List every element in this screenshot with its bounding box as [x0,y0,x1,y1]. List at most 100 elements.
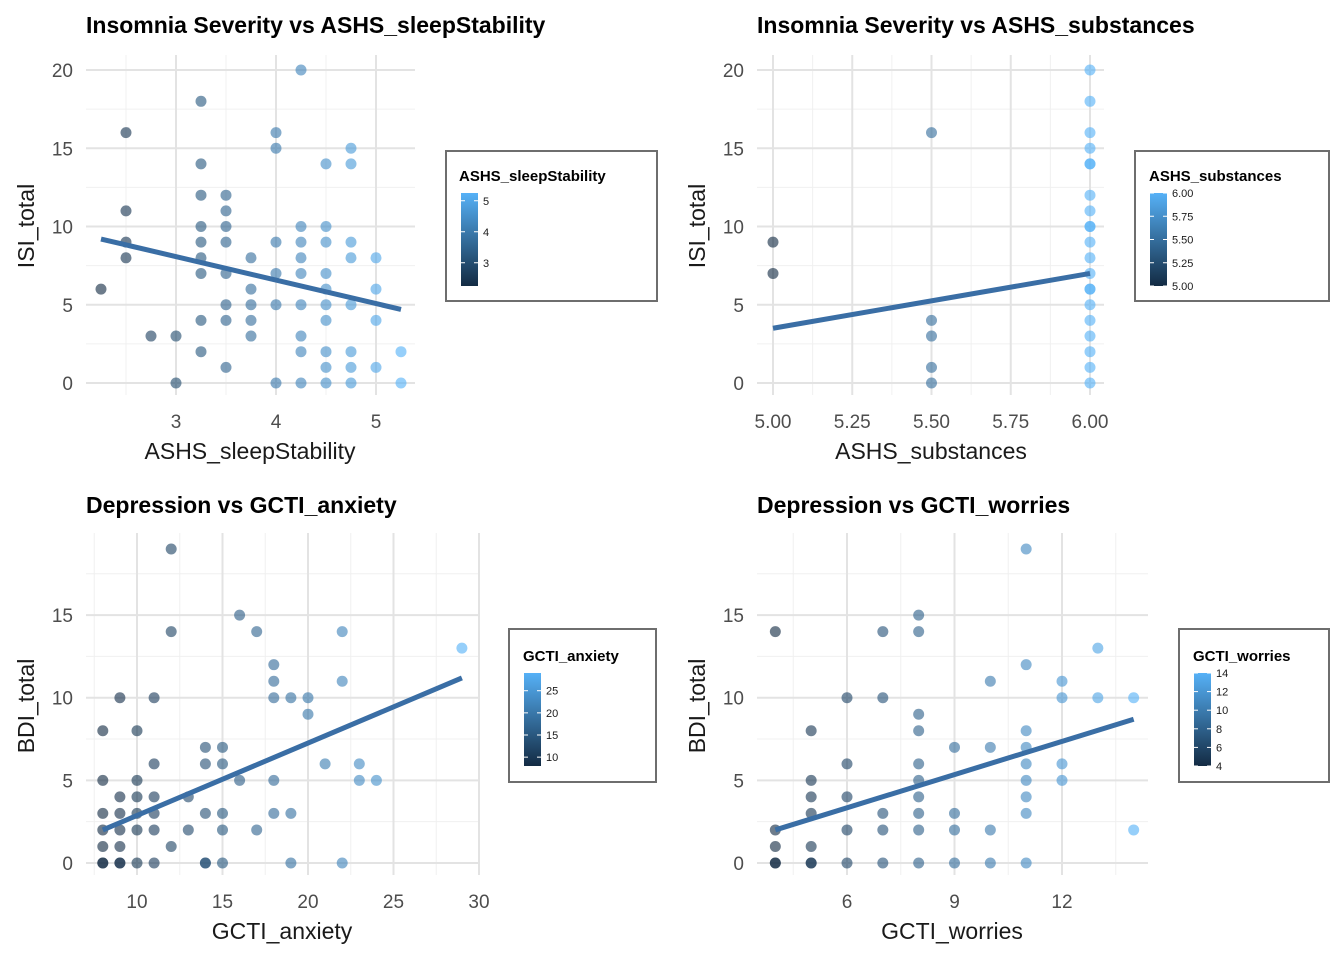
legend: 3 4 5 [445,150,658,302]
data-point [319,758,331,770]
legend-colorbar [1150,193,1167,286]
data-point [320,314,332,326]
data-point [320,299,332,311]
legend-tick-label: 14 [1216,668,1228,680]
y-tick-label: 10 [723,218,744,239]
x-tick-label: 5.50 [913,412,950,433]
data-point [131,725,143,737]
data-point [234,609,246,621]
data-point [1020,659,1032,671]
data-point [295,330,307,342]
data-point [913,857,925,869]
data-point [270,142,282,154]
legend-tick-label: 5.75 [1172,211,1193,223]
data-point [245,283,257,295]
data-point [165,543,177,555]
data-point [370,252,382,264]
data-point [1084,377,1096,389]
legend-tick-label: 4 [1216,761,1222,773]
data-point [97,774,109,786]
data-point [345,361,357,373]
data-point [1020,774,1032,786]
y-tick-label: 5 [62,296,73,317]
data-point [767,236,779,248]
data-point [131,857,143,869]
grid [757,55,1104,395]
data-point [195,267,207,279]
data-point [251,626,263,638]
data-point [320,158,332,170]
legend-tick-label: 5.25 [1172,258,1193,270]
data-point [268,659,280,671]
data-point [345,252,357,264]
data-point [217,857,228,869]
data-point [302,692,314,704]
data-point [120,127,132,139]
legend-title: GCTI_anxiety [523,648,620,665]
data-point [295,267,307,279]
data-point [926,361,937,373]
y-tick-label: 0 [733,374,744,395]
y-axis-title: ISI_total [684,184,710,268]
legend-tick-label: 4 [483,227,489,239]
data-point [217,807,228,819]
data-point [320,346,332,358]
data-point [270,267,282,279]
data-point [295,346,307,358]
y-tick-label: 10 [52,218,73,239]
legend-title: ASHS_substances [1149,168,1282,185]
data-point [148,758,160,770]
legend-box [445,150,658,302]
data-point [114,692,126,704]
x-axis-title: GCTI_worries [881,918,1023,944]
data-point [1128,692,1140,704]
data-point [336,626,348,638]
data-point [877,807,889,819]
panel-insomnia-vs-substances: Insomnia Severity vs ASHS_substances ASH… [684,12,1330,464]
data-point [1056,692,1068,704]
legend-tick-label: 5 [483,196,489,208]
data-point [913,824,925,836]
data-point [114,840,126,852]
data-point [1084,283,1096,295]
data-point [245,299,257,311]
data-point [220,361,232,373]
data-point [913,758,925,770]
legend-tick-label: 5.00 [1172,281,1193,293]
panel-insomnia-vs-sleep-stability: Insomnia Severity vs ASHS_sleepStability… [13,12,658,464]
data-point [145,330,157,342]
data-point [220,314,232,326]
data-point [270,377,282,389]
data-point [805,857,817,869]
data-point [295,299,307,311]
points [769,543,1140,869]
data-point [1020,543,1032,555]
y-tick-label: 5 [733,296,744,317]
data-point [170,377,182,389]
data-point [268,692,280,704]
data-point [195,95,207,107]
grid [86,55,415,395]
data-point [295,236,307,248]
data-point [131,774,143,786]
data-point [199,857,211,869]
y-tick-label: 10 [52,689,73,710]
y-tick-label: 0 [733,854,744,875]
data-point [1092,692,1104,704]
data-point [949,857,960,869]
x-tick-label: 5 [371,412,382,433]
data-point [195,346,207,358]
legend-tick-label: 5.50 [1172,235,1193,247]
data-point [1056,774,1068,786]
data-point [195,236,207,248]
data-point [877,857,889,869]
legend-tick-label: 10 [1216,705,1228,717]
data-point [805,725,817,737]
legend-tick-label: 25 [546,686,558,698]
y-axis-title: ISI_total [13,184,39,268]
data-point [195,189,207,201]
x-tick-label: 5.00 [755,412,792,433]
data-point [1084,252,1096,264]
data-point [370,283,382,295]
data-point [1020,791,1032,803]
